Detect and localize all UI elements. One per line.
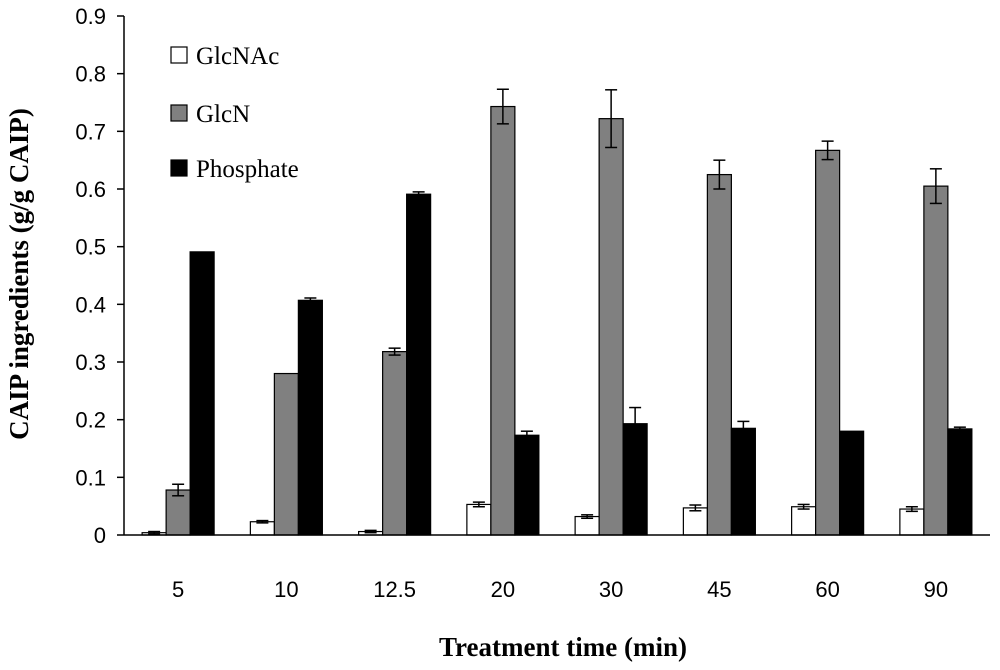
bar-phosphate bbox=[406, 193, 432, 536]
legend: GlcNAc GlcN Phosphate bbox=[170, 43, 299, 183]
error-bar bbox=[929, 168, 942, 205]
bar-phosphate bbox=[514, 434, 540, 536]
bar-phosphate bbox=[622, 423, 648, 536]
y-tick-label: 0.7 bbox=[75, 119, 106, 144]
error-bar bbox=[821, 140, 834, 161]
error-bar bbox=[689, 504, 702, 512]
error-bar bbox=[256, 519, 269, 524]
bar-glcnac bbox=[466, 503, 492, 536]
legend-label: GlcNAc bbox=[196, 43, 279, 70]
plot-area bbox=[141, 88, 973, 536]
bar-glcn bbox=[815, 149, 841, 536]
y-axis-title: CAIP ingredients (g/g CAIP) bbox=[4, 108, 34, 440]
y-tick-label: 0 bbox=[94, 523, 106, 548]
bar-glcn bbox=[923, 185, 949, 536]
y-tick-label: 0.1 bbox=[75, 465, 106, 490]
error-bar bbox=[496, 88, 509, 125]
series-phosphate bbox=[189, 191, 973, 536]
x-tick-label: 30 bbox=[599, 577, 623, 602]
error-bar bbox=[605, 89, 618, 149]
legend-label: GlcN bbox=[196, 101, 250, 128]
x-tick-label: 12.5 bbox=[373, 577, 416, 602]
y-tick-label: 0.2 bbox=[75, 408, 106, 433]
x-tick-label: 60 bbox=[815, 577, 839, 602]
legend-swatch bbox=[170, 159, 188, 177]
legend-item-glcn: GlcN bbox=[170, 101, 250, 128]
axes bbox=[123, 16, 990, 536]
error-bar bbox=[520, 430, 533, 441]
error-bar bbox=[472, 501, 485, 508]
error-bar bbox=[713, 159, 726, 190]
legend-item-phosphate: Phosphate bbox=[170, 156, 299, 183]
y-tick-label: 0.3 bbox=[75, 350, 106, 375]
y-tick-label: 0.9 bbox=[75, 4, 106, 29]
y-tick-label: 0.8 bbox=[75, 62, 106, 87]
bar-phosphate bbox=[297, 299, 323, 536]
x-axis-ticks: 5 10 12.5 20 30 45 60 90 bbox=[172, 577, 948, 602]
error-bar bbox=[388, 347, 401, 356]
bar-phosphate bbox=[839, 430, 865, 536]
x-tick-label: 90 bbox=[924, 577, 948, 602]
y-tick-label: 0.4 bbox=[75, 292, 106, 317]
error-bar bbox=[148, 530, 161, 535]
x-tick-label: 45 bbox=[707, 577, 731, 602]
error-bar bbox=[172, 483, 185, 497]
error-bar bbox=[797, 503, 810, 510]
error-bar bbox=[953, 426, 966, 432]
legend-swatch bbox=[170, 104, 188, 122]
bar-phosphate bbox=[730, 427, 756, 536]
series-glcnac bbox=[141, 501, 925, 536]
bar-glcnac bbox=[574, 515, 600, 536]
legend-label: Phosphate bbox=[196, 156, 299, 183]
x-axis-title: Treatment time (min) bbox=[439, 632, 687, 662]
x-tick-label: 20 bbox=[491, 577, 515, 602]
error-bar bbox=[629, 406, 642, 441]
y-tick-label: 0.6 bbox=[75, 177, 106, 202]
bar-glcnac bbox=[682, 507, 708, 536]
error-bar bbox=[364, 529, 377, 534]
bar-glcnac bbox=[249, 521, 275, 536]
bar-phosphate bbox=[947, 428, 973, 536]
bar-glcnac bbox=[791, 506, 817, 536]
error-bar bbox=[905, 505, 918, 513]
error-bar bbox=[412, 191, 425, 198]
legend-item-glcnac: GlcNAc bbox=[170, 43, 279, 70]
x-tick-label: 10 bbox=[274, 577, 298, 602]
bar-glcn bbox=[273, 372, 299, 536]
error-bar bbox=[581, 514, 594, 520]
legend-swatch bbox=[170, 46, 188, 64]
error-bar bbox=[304, 297, 317, 304]
bar-glcn bbox=[598, 118, 624, 536]
x-tick-label: 5 bbox=[172, 577, 184, 602]
bar-glcnac bbox=[899, 508, 925, 536]
bar-glcn bbox=[165, 489, 191, 536]
y-axis-ticks: 0 0.1 0.2 0.3 0.4 0.5 0.6 0.7 0.8 0.9 bbox=[75, 4, 124, 548]
bar-glcn bbox=[706, 173, 732, 536]
y-tick-label: 0.5 bbox=[75, 235, 106, 260]
bar-phosphate bbox=[189, 251, 215, 536]
bar-glcn bbox=[490, 105, 516, 536]
error-bar bbox=[737, 420, 750, 436]
bar-glcn bbox=[382, 351, 408, 536]
